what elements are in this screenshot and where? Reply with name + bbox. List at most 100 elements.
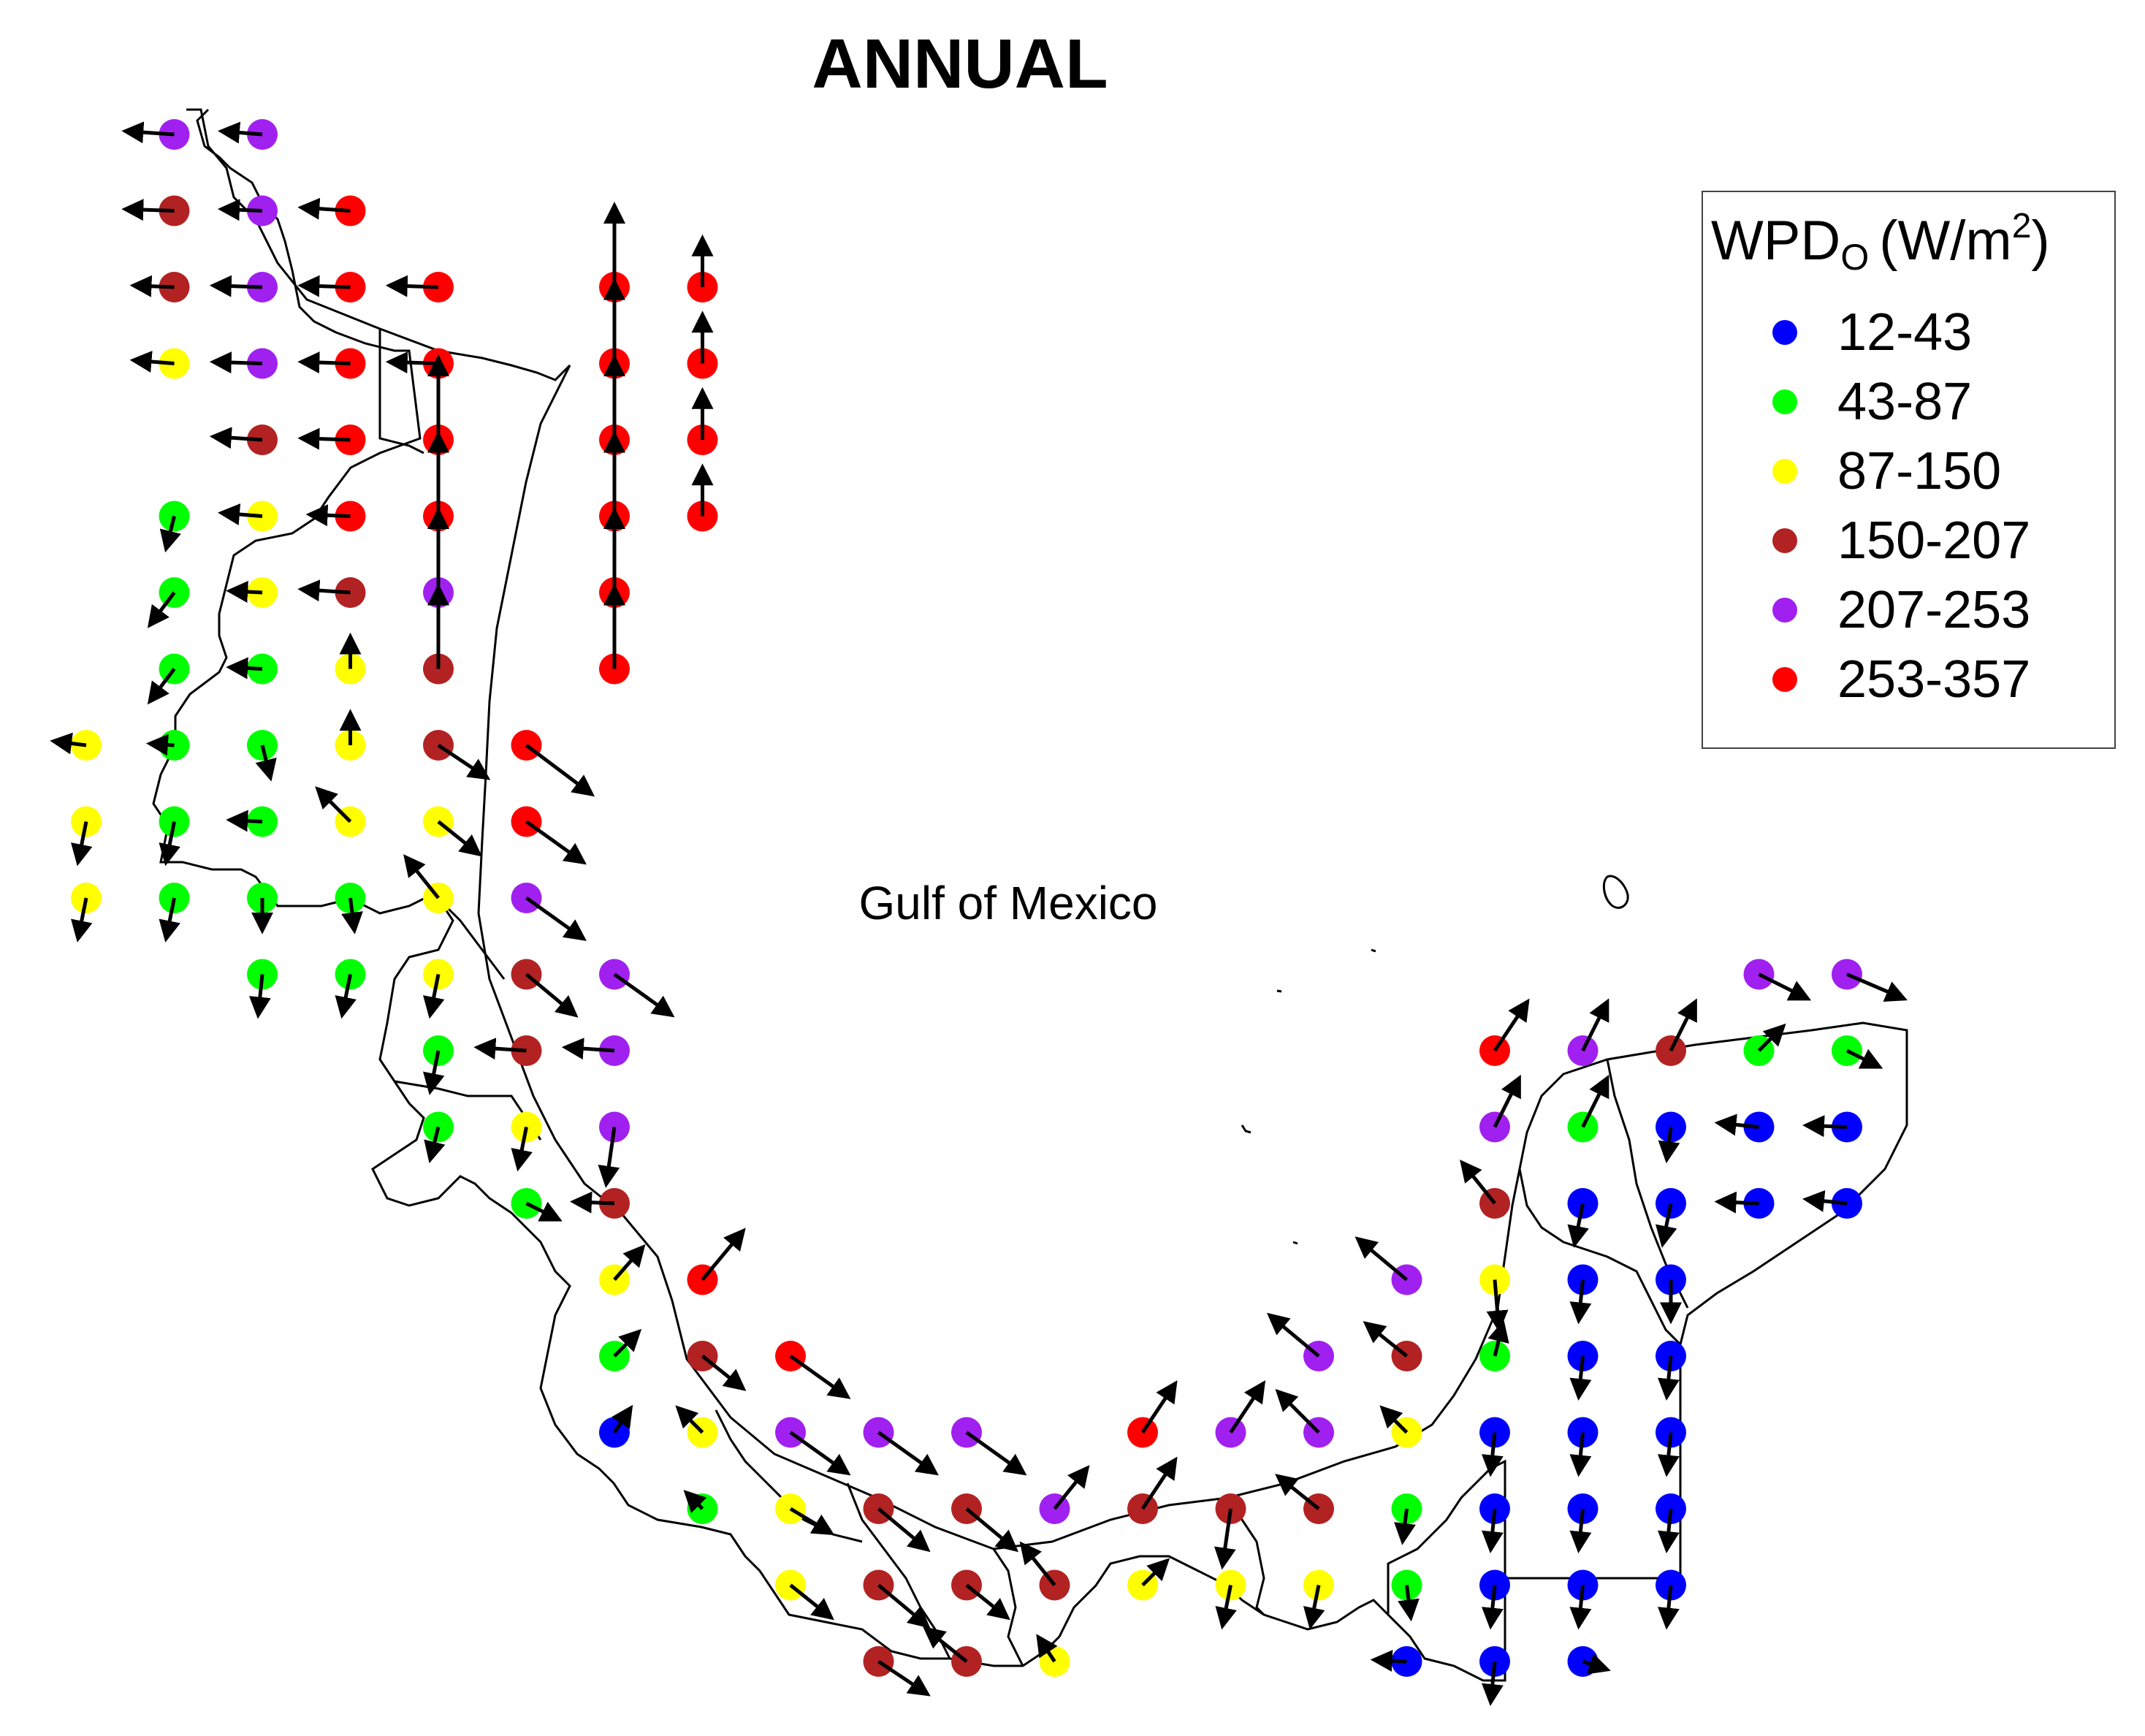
inland-boundary-west [152,108,1682,1682]
wind-arrow--95.5-19.5 [701,1227,746,1282]
wind-arrow--96-19 [613,1328,642,1358]
wind-arrow--98.5-22.5 [159,821,180,867]
wind-arrow--95.5-18.5 [675,1405,704,1434]
wind-arrow--94.5-18.5 [877,1431,939,1476]
wind-arrow--90.5-17 [1582,1653,1611,1675]
wind-arrow--91.5-17 [1370,1650,1407,1672]
wind-arrow--97-21.5 [422,974,445,1019]
inner-border-g [378,329,424,454]
wind-arrow--98-27 [218,121,263,144]
legend-swatch [1772,598,1797,623]
wind-arrow--90-18 [1657,1508,1680,1553]
wind-arrow--93-17.5 [1141,1558,1170,1587]
wind-arrow--89-20.5 [1802,1115,1848,1138]
wind-arrow--98-23.5 [226,657,263,679]
wind-arrow--97.5-25 [297,427,351,450]
wind-arrow--94-17 [923,1626,968,1663]
wind-arrow--90-19 [1657,1355,1680,1401]
wind-arrow--98-22.5 [226,810,263,832]
legend-variable: WPD [1711,210,1840,272]
wind-arrow--89-21.5 [1846,972,1908,1002]
state-boundaries [152,108,1908,1682]
wind-arrow--91-17 [1481,1661,1504,1706]
yucatan-border [1518,1168,1682,1346]
wind-arrow--96-20 [570,1191,615,1214]
wind-arrow--97.5-22.5 [315,786,352,823]
wind-arrow--90.5-18.5 [1569,1432,1592,1477]
legend-unit-close: ) [2031,210,2049,272]
wind-arrow--98.5-24 [147,591,176,628]
wind-arrow--98.5-26 [129,275,175,297]
wind-arrow--97.5-26.5 [297,197,351,220]
wind-arrow--96-18.5 [612,1404,633,1434]
wind-arrow--92-17.5 [1303,1585,1325,1630]
wind-arrow--94.5-17 [877,1659,931,1697]
wind-arrow--98.5-23 [145,734,175,756]
wind-arrow--93-18.5 [1140,1380,1178,1434]
legend-label: 207-253 [1837,581,2030,639]
wind-arrow--98.5-27 [121,121,175,144]
wind-arrow--98.5-26.5 [121,199,175,221]
wind-arrow--91.5-17.5 [1398,1585,1420,1622]
wind-arrow--97.5-21.5 [335,974,357,1019]
wind-arrow--97.5-25.5 [297,351,351,374]
wind-arrow--91.5-18 [1394,1508,1416,1545]
wind-arrow--97.5-24 [297,579,351,602]
wind-arrow--96-20.5 [598,1127,620,1188]
wind-arrow--91-21 [1493,998,1530,1052]
wind-arrow--90.5-19.5 [1569,1279,1592,1325]
legend-title: WPDO (W/m2) [1711,207,2050,278]
wind-arrow--97.5-26 [297,275,351,297]
wind-arrow--97.5-22 [341,897,363,934]
wind-arrow--95-19 [789,1354,851,1399]
wind-arrow--96.5-22.5 [525,820,587,865]
islet-3 [1241,1124,1251,1134]
wind-arrow--91-19.5 [1486,1279,1509,1333]
wind-arrow--96.5-20.5 [511,1127,533,1172]
wind-arrow--97-22 [403,854,440,899]
wind-arrow--95-18.5 [789,1431,851,1476]
wind-arrow--91.5-18.5 [1379,1405,1409,1434]
wind-arrow--90-20 [1655,1203,1677,1248]
wind-arrow--98.5-25.5 [129,351,175,373]
wind-arrow--90.5-20 [1567,1203,1589,1248]
wind-arrow--96.5-21 [473,1038,527,1060]
legend-swatch [1772,320,1797,345]
wind-arrows [50,121,1908,1706]
wind-arrow--89.5-20.5 [1714,1113,1759,1136]
wind-arrow--96-19.5 [613,1244,646,1282]
wind-arrow--97-21 [422,1050,445,1095]
wind-arrow--89-20 [1802,1189,1848,1212]
wind-arrow--91-18 [1481,1508,1504,1553]
wind-arrow--90.5-19 [1569,1355,1592,1401]
legend-label: 12-43 [1837,303,1972,362]
wind-arrow--97-23 [437,743,491,780]
wind-arrow--98-26.5 [218,199,263,221]
wind-arrow--97-20.5 [424,1126,446,1164]
wind-arrow--90-21 [1669,998,1697,1052]
wind-arrow--90-17.5 [1657,1585,1680,1630]
wind-arrow--90-20.5 [1658,1127,1680,1164]
wind-arrow--97-25.5 [385,351,439,374]
wind-arrow--94-18 [965,1507,1019,1553]
wind-arrow--94.5-18 [877,1507,931,1553]
legend: WPDO (W/m2) 12-43 43-87 87-150 150-207 207-25… [1702,191,2116,749]
yucatan-inner-border [1606,1059,1689,1309]
legend-unit-open: (W/m [1879,210,2011,272]
wind-arrow--95.5-19 [701,1355,747,1391]
wind-arrow--96-21 [561,1038,615,1060]
wind-arrow--94-17.5 [965,1583,1010,1621]
wind-arrow--98-23 [255,745,277,782]
wind-arrow--98.5-23.5 [147,667,176,705]
wind-arrow--91-18.5 [1481,1432,1504,1477]
station--91-19.5 [1479,1264,1510,1295]
legend-swatch [1772,459,1797,484]
wind-arrow--90.5-18 [1569,1508,1592,1553]
wind-arrow--98.5-22 [159,897,180,943]
legend-label: 150-207 [1837,511,2030,570]
legend-label: 253-357 [1837,650,2030,709]
sea-label: Gulf of Mexico [858,877,1157,929]
legend-swatch [1772,667,1797,692]
wind-arrow--97-26 [385,275,439,297]
wind-arrow--96.5-21.5 [525,972,579,1018]
